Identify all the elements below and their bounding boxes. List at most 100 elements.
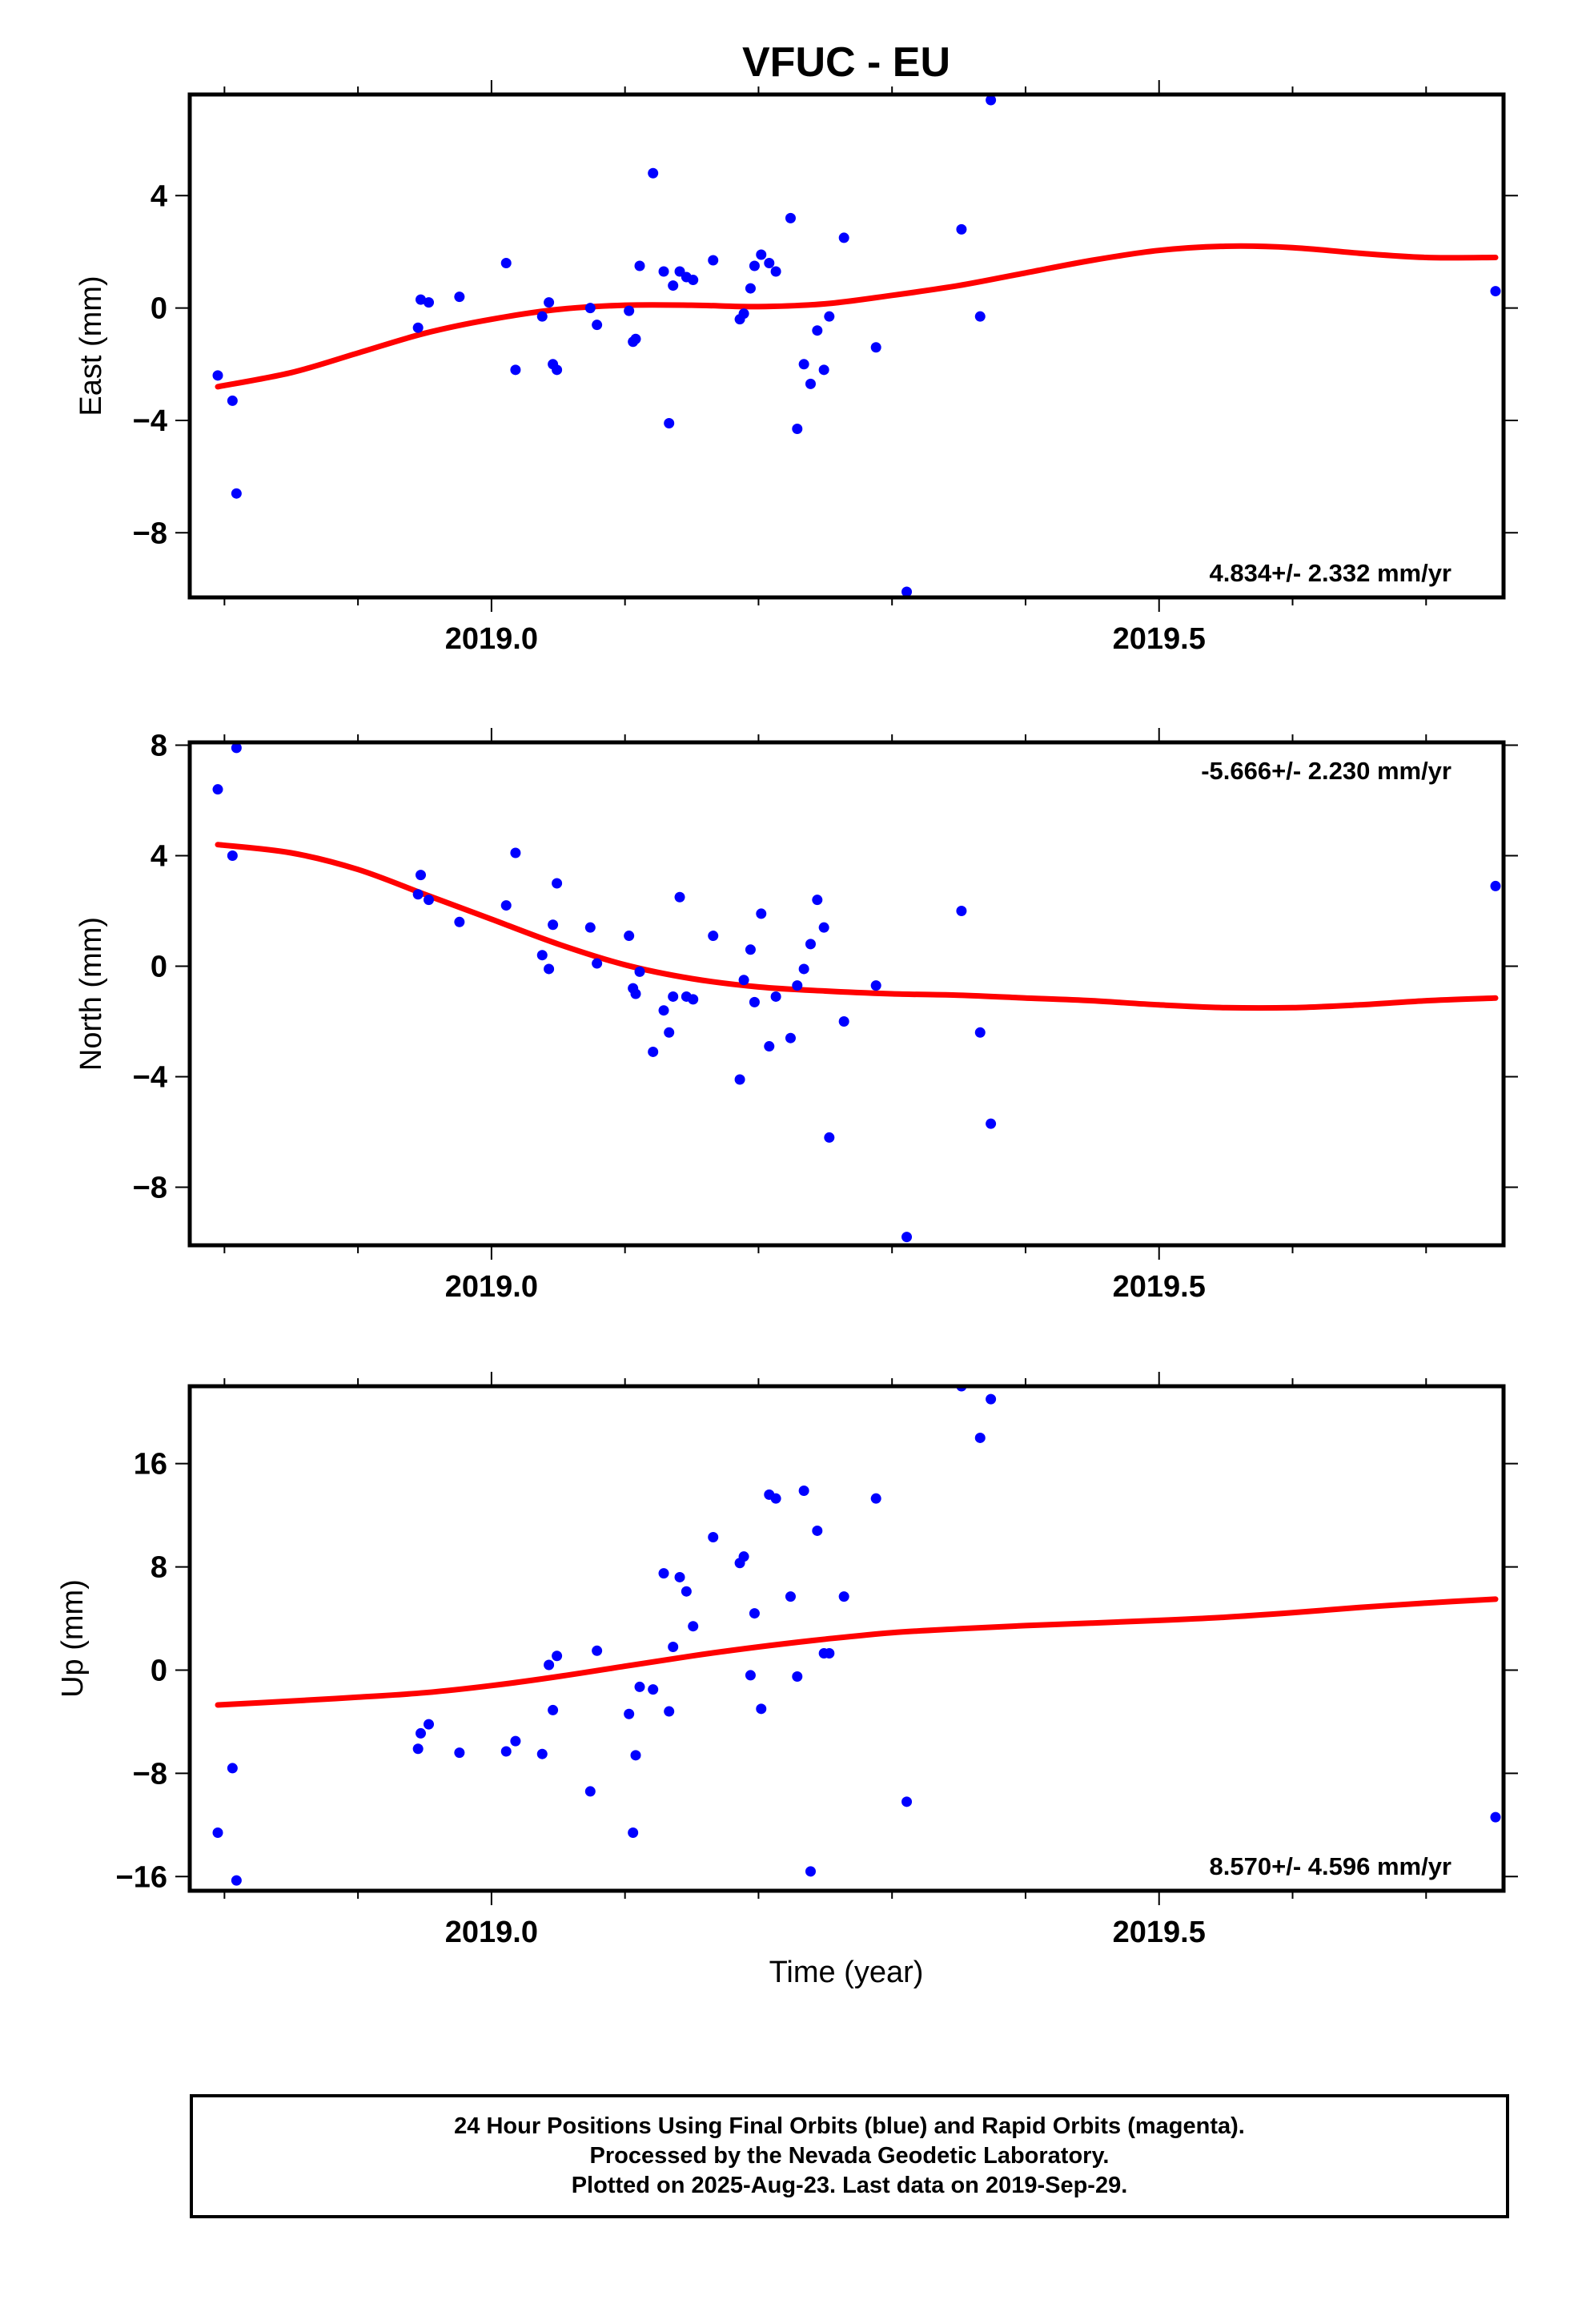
data-point	[544, 963, 555, 975]
data-point	[510, 364, 521, 376]
data-point	[838, 1591, 849, 1602]
y-axis-label: Up (mm)	[56, 1579, 90, 1698]
data-point	[792, 423, 803, 434]
y-tick-label: −16	[116, 1860, 167, 1894]
y-tick-label: 8	[151, 1551, 167, 1585]
data-point	[770, 991, 781, 1002]
data-point	[454, 1747, 465, 1759]
panels: 2019.0 2019.5 4 0 −4 −8 East (mm) 4.834+/- 2.33…	[56, 80, 1518, 1949]
data-point	[648, 1046, 659, 1057]
panel-up: 2019.0 2019.5 16 8 0 −8 −16 Up (mm) 8.570+/- 4.5…	[56, 1372, 1518, 1949]
data-point	[792, 980, 803, 991]
data-point	[416, 870, 427, 881]
rate-label: -5.666+/- 2.230 mm/yr	[1201, 757, 1452, 785]
data-point	[812, 895, 823, 906]
data-point	[648, 1684, 659, 1695]
data-point	[756, 1703, 767, 1715]
data-point	[901, 1796, 913, 1807]
data-point	[416, 1727, 427, 1739]
caption-line-2: Processed by the Nevada Geodetic Laborat…	[589, 2143, 1110, 2169]
data-point	[412, 322, 424, 333]
data-point	[648, 167, 659, 179]
data-point	[658, 1568, 669, 1579]
data-point	[824, 311, 835, 322]
data-point	[956, 223, 967, 235]
data-point	[668, 991, 679, 1002]
rate-label: 8.570+/- 4.596 mm/yr	[1210, 1852, 1452, 1880]
data-point	[764, 258, 775, 269]
data-point	[412, 889, 424, 900]
data-point	[1490, 880, 1501, 891]
data-point	[738, 1551, 749, 1562]
data-point	[634, 1681, 645, 1692]
panel-north: 2019.0 2019.5 8 4 0 −4 −8 North (mm) -5.666+/- 2…	[74, 728, 1518, 1304]
data-point	[688, 275, 699, 286]
data-point	[212, 370, 223, 381]
plot-area	[212, 1386, 1501, 1886]
fit-line	[215, 1596, 1499, 1708]
data-point	[674, 1571, 685, 1582]
data-point	[227, 850, 238, 861]
data-point	[592, 1645, 603, 1656]
data-point	[956, 905, 967, 916]
data-point	[624, 931, 635, 942]
y-tick-label: −4	[133, 1061, 167, 1095]
data-point	[664, 1027, 675, 1038]
data-point	[824, 1132, 835, 1143]
data-point	[785, 212, 796, 223]
data-point	[749, 1608, 760, 1619]
panel-frame	[187, 92, 1506, 600]
y-tick-label: −8	[133, 1172, 167, 1205]
data-point	[974, 1027, 986, 1038]
data-point	[749, 996, 760, 1007]
data-point	[785, 1032, 796, 1043]
data-point	[592, 958, 603, 969]
data-point	[584, 303, 596, 314]
x-tick-label: 2019.5	[1113, 622, 1206, 656]
x-tick-label: 2019.5	[1113, 1916, 1206, 1949]
data-point	[424, 1719, 435, 1730]
data-point	[231, 1875, 242, 1886]
data-point	[624, 1708, 635, 1719]
data-point	[454, 916, 465, 927]
y-tick-label: 0	[151, 1654, 167, 1687]
y-tick-label: 8	[151, 729, 167, 762]
data-point	[544, 1659, 555, 1671]
data-point	[986, 1393, 997, 1405]
data-point	[658, 266, 669, 277]
data-point	[624, 305, 635, 316]
y-tick-label: −8	[133, 517, 167, 550]
panel-frame	[187, 1384, 1506, 1893]
y-tick-label: 4	[151, 179, 167, 213]
fit-line	[215, 842, 1499, 1011]
data-point	[1490, 1811, 1501, 1823]
data-point	[805, 939, 816, 950]
data-point	[688, 1621, 699, 1632]
y-axis-label: North (mm)	[74, 917, 108, 1071]
x-tick-label: 2019.0	[445, 1270, 538, 1304]
data-point	[227, 395, 238, 406]
data-point	[805, 1866, 816, 1877]
data-point	[870, 980, 881, 991]
data-point	[584, 922, 596, 933]
data-point	[548, 1704, 559, 1715]
plot-area	[212, 94, 1501, 597]
data-point	[424, 895, 435, 906]
data-point	[500, 900, 512, 911]
data-point	[500, 1746, 512, 1757]
data-point	[764, 1041, 775, 1052]
y-tick-label: −8	[133, 1757, 167, 1791]
data-point	[818, 364, 829, 376]
y-axis-label: East (mm)	[74, 275, 108, 416]
data-point	[770, 266, 781, 277]
data-point	[798, 963, 809, 975]
data-point	[664, 1706, 675, 1717]
data-point	[974, 1432, 986, 1443]
data-point	[584, 1786, 596, 1797]
x-axis-label: Time (year)	[769, 1956, 924, 1989]
data-point	[798, 359, 809, 370]
data-point	[708, 931, 719, 942]
data-point	[870, 342, 881, 353]
data-point	[212, 784, 223, 795]
